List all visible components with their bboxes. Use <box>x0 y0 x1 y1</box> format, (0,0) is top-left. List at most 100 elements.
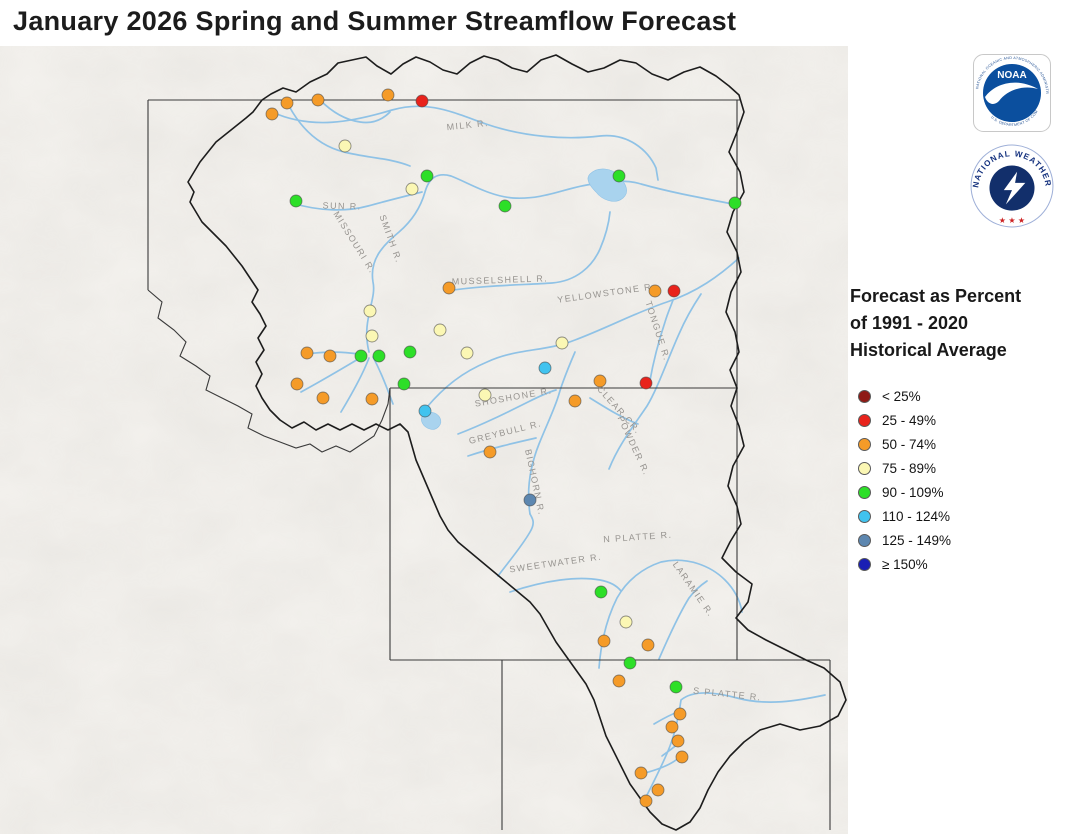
station-dot <box>433 323 447 337</box>
station-dot <box>669 680 683 694</box>
river-label: SUN R. <box>322 200 361 211</box>
sweetwater-river <box>509 577 622 593</box>
station-dot <box>641 638 655 652</box>
shoshone-river <box>457 389 557 435</box>
station-dot <box>381 88 395 102</box>
milk-tributary <box>319 99 391 124</box>
legend-items: < 25% 25 - 49% 50 - 74% 75 - 89% 90 - 109% 11… <box>850 384 1074 576</box>
station-dot <box>667 284 681 298</box>
legend-swatch <box>858 533 871 547</box>
station-dot <box>354 349 368 363</box>
legend-swatch <box>858 437 871 451</box>
madison-river <box>340 357 370 413</box>
station-dot <box>639 376 653 390</box>
station-dot <box>538 361 552 375</box>
station-dot <box>442 281 456 295</box>
noaa-bird-icon <box>985 82 1038 104</box>
station-dot <box>612 674 626 688</box>
bighorn-river <box>527 351 576 515</box>
legend-label: 90 - 109% <box>882 484 944 500</box>
terrain-texture <box>0 46 848 834</box>
legend-swatch <box>858 461 871 475</box>
nws-stars: ★ ★ ★ <box>999 216 1026 225</box>
station-dot <box>478 388 492 402</box>
station-dot <box>651 783 665 797</box>
station-dot <box>728 196 742 210</box>
station-dot <box>365 392 379 406</box>
station-dot <box>338 139 352 153</box>
nws-logo: NATIONAL WEATHER SERVICE ★ ★ ★ <box>969 143 1054 228</box>
station-dot <box>289 194 303 208</box>
station-dot <box>300 346 314 360</box>
station-dot <box>265 107 279 121</box>
station-dot <box>372 349 386 363</box>
legend-item: 25 - 49% <box>858 408 1074 432</box>
legend-label: 125 - 149% <box>882 532 952 548</box>
station-dot <box>280 96 294 110</box>
legend-label: 75 - 89% <box>882 460 937 476</box>
noaa-logo: NOAA NATIONAL OCEANIC AND ATMOSPHERIC AD… <box>972 53 1051 132</box>
station-dot <box>498 199 512 213</box>
station-dot <box>418 404 432 418</box>
station-dot <box>594 585 608 599</box>
legend-item: < 25% <box>858 384 1074 408</box>
legend-item: ≥ 150% <box>858 552 1074 576</box>
station-dot <box>568 394 582 408</box>
station-dot <box>290 377 304 391</box>
station-dot <box>523 493 537 507</box>
river-label: MILK R. <box>446 118 489 132</box>
legend-heading-line-2: of 1991 - 2020 <box>850 313 969 333</box>
noaa-circle <box>983 64 1041 122</box>
legend-heading-line-3: Historical Average <box>850 340 1007 360</box>
south-platte-trib-3 <box>644 759 677 774</box>
station-dot <box>316 391 330 405</box>
station-dot <box>365 329 379 343</box>
legend-swatch <box>858 557 871 571</box>
station-dot <box>363 304 377 318</box>
station-dot <box>323 349 337 363</box>
station-dot <box>593 374 607 388</box>
north-platte-river <box>598 559 743 669</box>
station-dot <box>555 336 569 350</box>
river-label: MUSSELSHELL R. <box>452 273 549 286</box>
river-label: N PLATTE R. <box>603 530 673 545</box>
wind-river <box>497 513 535 577</box>
basin-outline <box>187 54 847 831</box>
tongue-river <box>648 299 674 387</box>
legend-item: 50 - 74% <box>858 432 1074 456</box>
page-title: January 2026 Spring and Summer Streamflo… <box>13 6 737 36</box>
legend-item: 110 - 124% <box>858 504 1074 528</box>
legend-swatch <box>858 509 871 523</box>
yellowstone-river <box>426 257 740 408</box>
station-dot <box>405 182 419 196</box>
legend-label: 50 - 74% <box>882 436 937 452</box>
station-dot <box>403 345 417 359</box>
legend-label: < 25% <box>882 388 921 404</box>
legend-swatch <box>858 413 871 427</box>
station-dot <box>612 169 626 183</box>
south-platte-river <box>643 692 826 802</box>
legend-item: 75 - 89% <box>858 456 1074 480</box>
station-dot <box>415 94 429 108</box>
station-dot <box>648 284 662 298</box>
station-dots <box>265 88 742 808</box>
station-dot <box>634 766 648 780</box>
legend-label: 25 - 49% <box>882 412 937 428</box>
milk-river <box>271 105 659 181</box>
station-dot <box>671 734 685 748</box>
musselshell-river <box>445 211 611 292</box>
station-dot <box>675 750 689 764</box>
station-dot <box>483 445 497 459</box>
legend-swatch <box>858 485 871 499</box>
station-dot <box>623 656 637 670</box>
station-dot <box>460 346 474 360</box>
legend-label: 110 - 124% <box>882 508 951 524</box>
station-dot <box>665 720 679 734</box>
station-dot <box>420 169 434 183</box>
legend-label: ≥ 150% <box>882 556 928 572</box>
sun-river <box>291 191 423 211</box>
legend-heading-line-1: Forecast as Percent <box>850 286 1022 306</box>
lightning-bolt-icon <box>1003 171 1026 205</box>
legend: Forecast as Percent of 1991 - 2020 Histo… <box>850 283 1074 576</box>
greybull-river <box>467 437 537 457</box>
